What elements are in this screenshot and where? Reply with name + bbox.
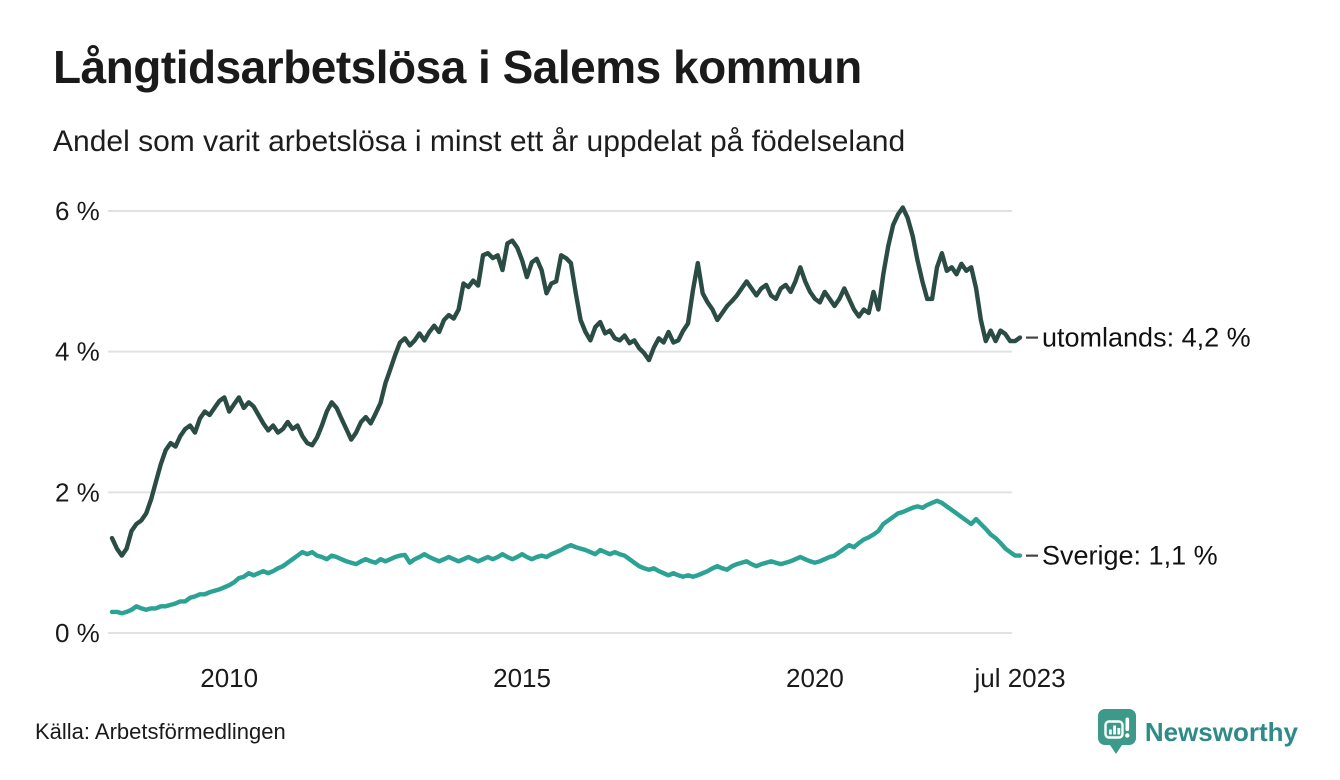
source-note: Källa: Arbetsförmedlingen bbox=[35, 719, 286, 744]
exclamation-icon bbox=[1124, 717, 1130, 738]
series-line-utomlands bbox=[109, 205, 1023, 558]
x-tick-label: 2010 bbox=[200, 663, 258, 693]
y-tick-label: 6 % bbox=[55, 196, 100, 226]
series-end-label-utomlands: utomlands: 4,2 % bbox=[1042, 323, 1251, 353]
y-tick-label: 0 % bbox=[55, 618, 100, 648]
speech-bubble-shape bbox=[1097, 709, 1136, 754]
series-line-sverige bbox=[109, 498, 1023, 616]
x-tick-label: jul 2023 bbox=[973, 663, 1065, 693]
x-tick-label: 2020 bbox=[786, 663, 844, 693]
page-subtitle: Andel som varit arbetslösa i minst ett å… bbox=[53, 125, 906, 158]
newsworthy-logo-icon bbox=[1097, 709, 1136, 754]
y-tick-label: 2 % bbox=[55, 477, 100, 507]
series-end-label-sverige: Sverige: 1,1 % bbox=[1042, 541, 1218, 571]
y-tick-label: 4 % bbox=[55, 337, 100, 367]
x-tick-label: 2015 bbox=[493, 663, 551, 693]
newsworthy-logo: Newsworthy bbox=[1097, 708, 1298, 756]
newsworthy-logo-text: Newsworthy bbox=[1144, 716, 1298, 747]
bar-chart-icon bbox=[1104, 720, 1124, 739]
page-title: Långtidsarbetslösa i Salems kommun bbox=[53, 41, 862, 93]
